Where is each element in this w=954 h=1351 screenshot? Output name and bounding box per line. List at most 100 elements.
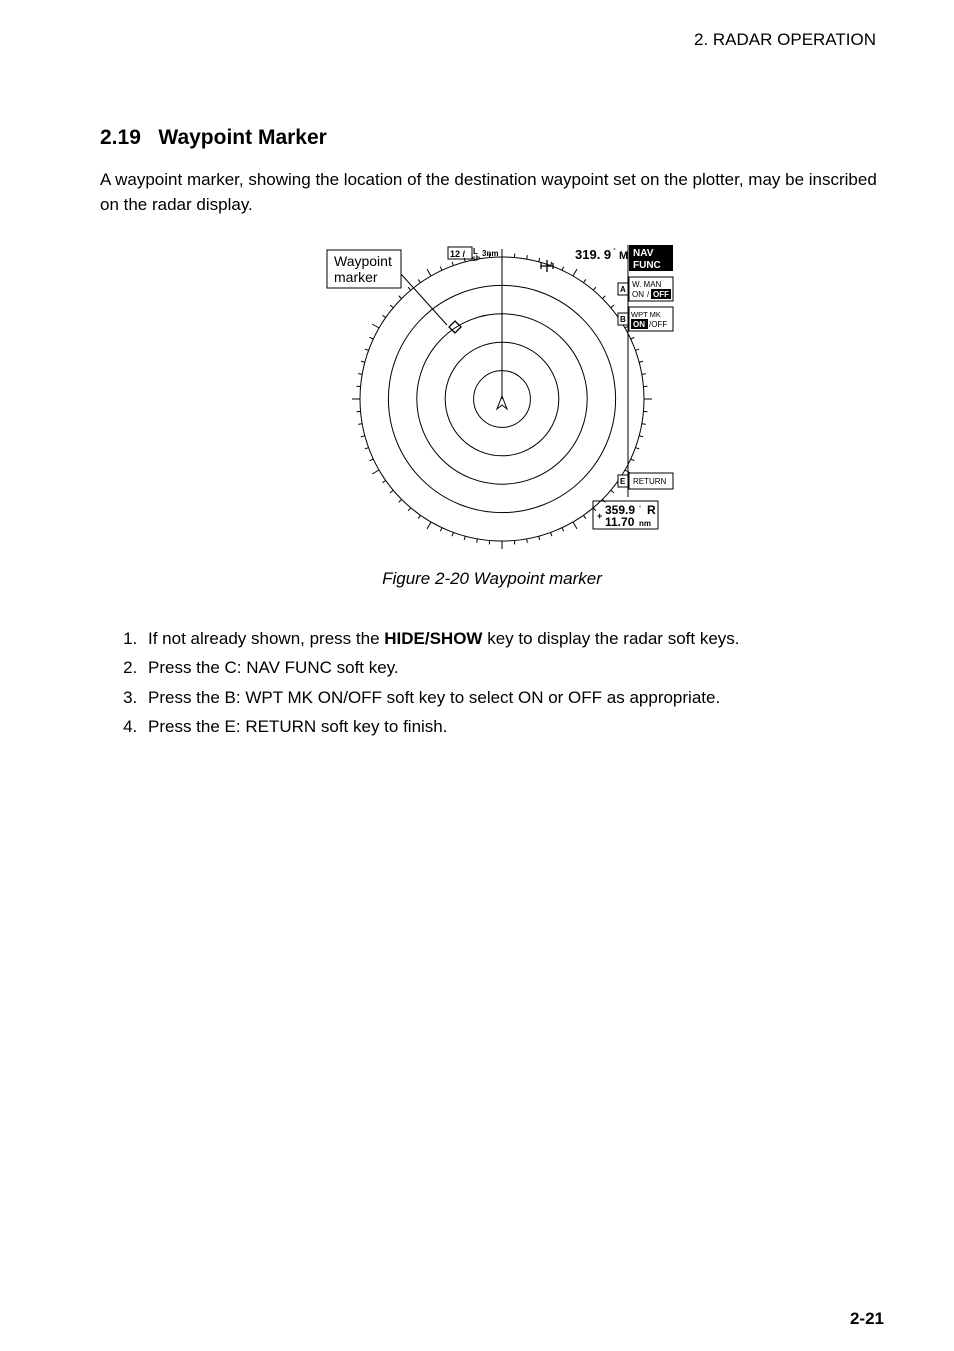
bearing-tick [440,267,442,271]
bearing-tick [418,516,420,519]
bearing-tick [370,338,374,340]
bearing-tick [639,361,643,362]
step-text: Press the B: WPT MK ON/OFF soft key to s… [148,688,720,707]
nav-func-line1: NAV [633,248,654,259]
bearing-tick [539,536,540,540]
bearing-tick [642,424,646,425]
bearing-tick [408,287,411,290]
page-number: 2-21 [850,1309,884,1329]
svg-text:ON: ON [632,290,644,299]
figure-caption: Figure 2-20 Waypoint marker [100,569,884,589]
bearing-tick [358,424,362,425]
waypoint-label-line1: Waypoint [334,253,392,269]
softkey-letter: B [620,315,626,324]
heading-mode: M [619,250,628,262]
bearing-tick [631,459,635,461]
key-name: HIDE/SHOW [384,629,482,648]
waypoint-label-line2: marker [334,269,378,285]
bearing-tick [639,436,643,437]
procedure-step: Press the B: WPT MK ON/OFF soft key to s… [142,684,884,711]
section-heading: 2.19 Waypoint Marker [100,126,884,150]
step-text: If not already shown, press the [148,629,384,648]
svg-text:/OFF: /OFF [649,320,667,329]
bearing-tick [593,508,596,511]
readout-r: R [647,503,656,517]
bearing-tick [382,316,385,318]
bearing-tick [642,374,646,375]
svg-text:°: ° [639,506,642,512]
bearing-tick [358,374,362,375]
softkey-e-label: RETURN [633,477,667,486]
range-suffix: 3nm [482,249,498,258]
bearing-tick [440,528,442,532]
procedure-step: If not already shown, press the HIDE/SHO… [142,625,884,652]
section-number: 2.19 [100,126,141,149]
bearing-tick [452,262,453,266]
bearing-tick [635,349,639,350]
bearing-tick [361,361,365,362]
heading-value: 319. 9 [575,247,611,262]
bearing-tick [418,280,420,283]
page-header: 2. RADAR OPERATION [100,30,876,50]
bearing-tick [427,269,431,276]
bearing-tick [452,533,453,537]
softkey-a-label: W. MAN [632,280,662,289]
bearing-tick [593,287,596,290]
bearing-tick [583,280,585,283]
bearing-tick [527,539,528,543]
bearing-tick [464,536,465,540]
softkey-letter: E [620,477,626,486]
bearing-tick [477,539,478,543]
bearing-tick [382,481,385,483]
figure-container: Waypointmarker12 /LSP3nm319. 9°M+359.9°R… [100,239,884,549]
nav-func-line2: FUNC [633,260,661,271]
readout-unit: nm [639,519,651,528]
range-mid: L [473,247,478,256]
bearing-tick [399,296,402,299]
section-intro: A waypoint marker, showing the location … [100,168,884,217]
bearing-tick [602,296,605,299]
step-text: Press the C: NAV FUNC soft key. [148,658,399,677]
bearing-tick [635,448,639,449]
procedure-step: Press the C: NAV FUNC soft key. [142,654,884,681]
range-prefix: 12 / [450,249,466,259]
bearing-tick [562,267,564,271]
bearing-tick [372,470,379,474]
step-text: key to display the radar soft keys. [482,629,739,648]
section-title-text: Waypoint Marker [158,126,326,149]
page-root: 2. RADAR OPERATION 2.19 Waypoint Marker … [0,0,954,1351]
heading-deg: ° [613,247,616,255]
range-sub: SP [472,257,480,263]
leader-line [401,274,447,325]
bearing-tick [427,522,431,529]
procedure-list: If not already shown, press the HIDE/SHO… [100,625,884,740]
bearing-tick [611,305,614,308]
bearing-tick [372,324,379,328]
bearing-tick [361,436,365,437]
bearing-tick [573,269,577,276]
readout-rng: 11.70 [605,515,635,529]
bearing-tick [365,349,369,350]
bearing-tick [365,448,369,449]
bearing-tick [611,491,614,494]
step-text: Press the E: RETURN soft key to finish. [148,717,447,736]
radar-figure-svg: Waypointmarker12 /LSP3nm319. 9°M+359.9°R… [307,239,677,549]
bearing-tick [551,262,552,266]
procedure-step: Press the E: RETURN soft key to finish. [142,713,884,740]
bearing-tick [527,255,528,259]
readout-plus: + [597,511,602,521]
softkey-b-label: WPT MK [631,310,661,319]
bearing-tick [390,305,393,308]
bearing-tick [408,508,411,511]
svg-text:ON: ON [633,320,645,329]
bearing-tick [562,528,564,532]
bearing-tick [370,459,374,461]
bearing-tick [631,338,635,340]
bearing-tick [390,491,393,494]
bearing-tick [399,500,402,503]
softkey-letter: A [620,285,626,294]
bearing-tick [551,533,552,537]
bearing-tick [573,522,577,529]
svg-text:OFF: OFF [653,290,669,299]
bearing-tick [583,516,585,519]
